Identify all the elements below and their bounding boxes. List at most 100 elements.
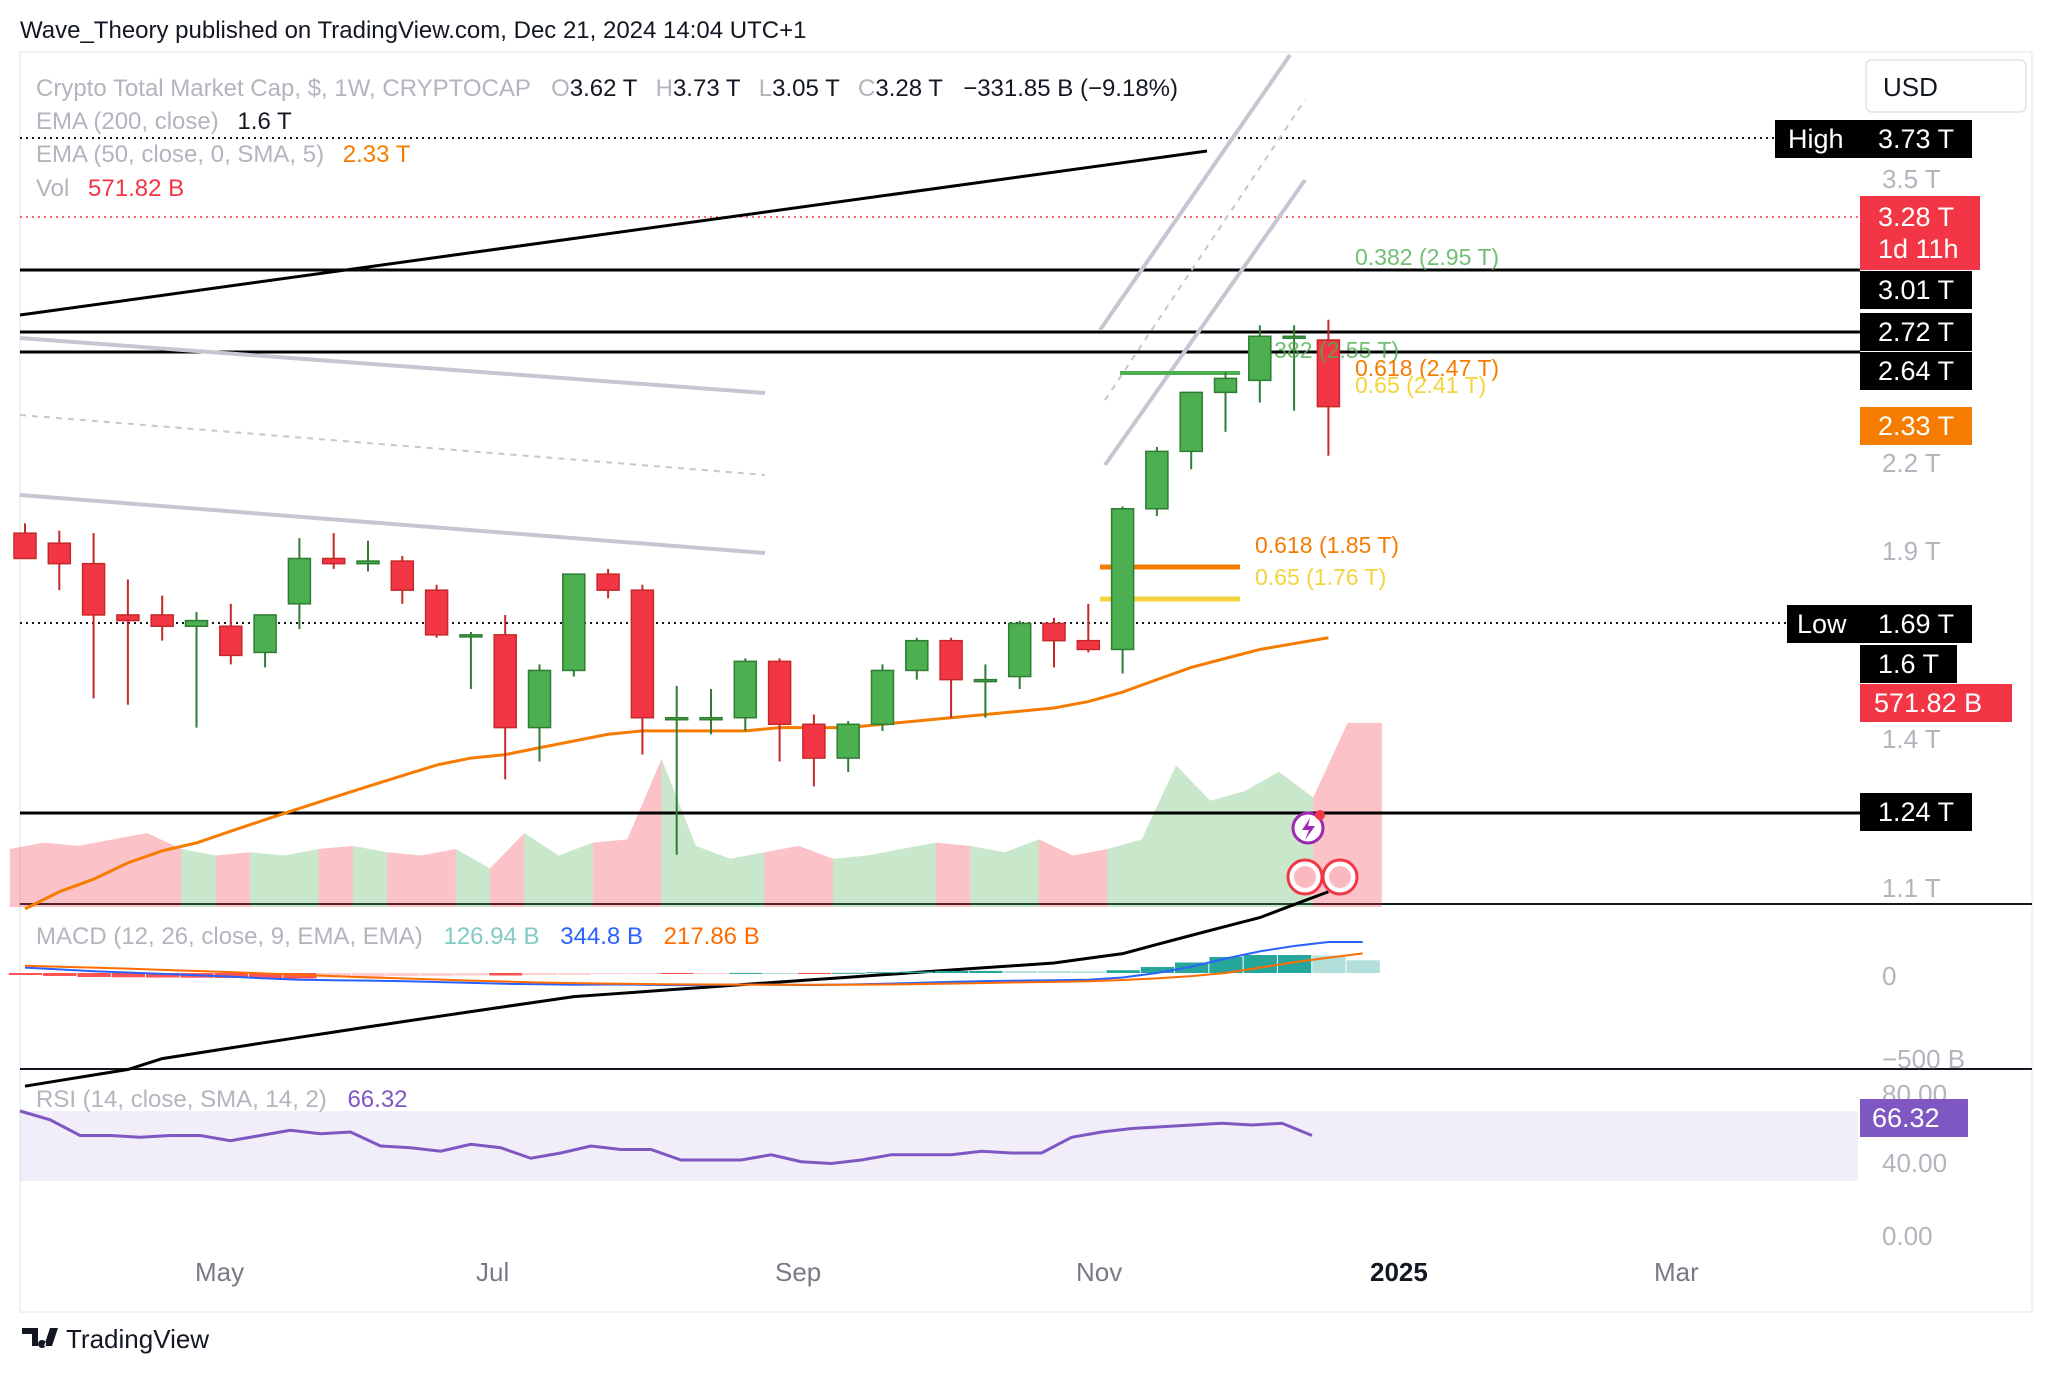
candle-down[interactable] [47, 542, 72, 565]
legend-open-label: O [551, 75, 570, 102]
macd-histogram-bar [248, 973, 283, 979]
rsi-legend-row[interactable]: RSI (14, close, SMA, 14, 2) 66.32 [36, 1086, 408, 1113]
candle-up[interactable] [184, 619, 209, 628]
candle-down[interactable] [1042, 622, 1066, 642]
level-tag-301[interactable] [1860, 271, 1972, 309]
candle-down[interactable] [767, 660, 792, 726]
candle-up[interactable] [1282, 335, 1306, 340]
candle-up[interactable] [459, 634, 483, 638]
candle-up[interactable] [1179, 391, 1203, 453]
candle-down[interactable] [1316, 339, 1341, 408]
us-flag-event-icon-2[interactable] [1321, 858, 1359, 896]
candle-up[interactable] [699, 716, 723, 721]
candle-down[interactable] [390, 560, 415, 591]
candle-up[interactable] [1213, 377, 1238, 394]
rising-channel-lower-line[interactable] [1103, 178, 1307, 467]
low-value-tag[interactable] [1860, 605, 1972, 643]
volume-tag[interactable] [1860, 684, 2012, 722]
rsi-tick-40: 40.00 [1882, 1148, 1947, 1178]
macd-histogram-bar [1072, 971, 1106, 973]
candle-up[interactable] [733, 660, 758, 719]
candle-down[interactable] [424, 589, 449, 636]
candle-down[interactable] [630, 589, 655, 719]
level-tag-264[interactable] [1860, 352, 1972, 390]
rising-channel-upper-line[interactable] [1098, 53, 1292, 332]
candle-up[interactable] [1145, 450, 1169, 510]
macd-histogram-bar [832, 972, 866, 974]
fib-label-065-241: 0.65 (2.41 T) [1355, 372, 1486, 398]
legend-ema50-row[interactable]: EMA (50, close, 0, SMA, 5) 2.33 T [36, 141, 411, 168]
volume-bar [44, 842, 79, 907]
level-tag-272[interactable] [1860, 313, 1972, 351]
candle-up[interactable] [973, 678, 998, 683]
ema200-line[interactable] [24, 890, 1329, 1088]
candle-down[interactable] [493, 634, 517, 729]
legend-ema200-row[interactable]: EMA (200, close) 1.6 T [36, 108, 292, 135]
tradingview-logo-text: TradingView [66, 1324, 209, 1354]
legend-volume-row[interactable]: Vol 571.82 B [36, 175, 184, 202]
candle-down[interactable] [150, 614, 174, 628]
rising-channel-mid-line [1104, 99, 1306, 401]
price-tick-35: 3.5 T [1882, 164, 1941, 194]
rsi-line[interactable] [19, 1109, 1313, 1166]
volume-bar [695, 845, 731, 907]
macd-histogram-bar [523, 973, 557, 975]
candle-down[interactable] [1076, 639, 1101, 651]
candle-up[interactable] [253, 614, 277, 654]
candle-down[interactable] [596, 573, 620, 591]
event-icons [1286, 810, 1359, 896]
candle-up[interactable] [870, 669, 895, 726]
time-axis[interactable]: May Jul Sep Nov 2025 Mar [195, 1257, 1699, 1287]
macd-histogram-bar [214, 973, 248, 978]
candle-down[interactable] [321, 557, 346, 565]
candle-up[interactable] [562, 573, 586, 672]
rsi-value-tag[interactable] [1860, 1099, 1968, 1137]
ema50-tag[interactable] [1860, 407, 1972, 445]
currency-button[interactable] [1865, 59, 2027, 113]
macd-histogram-bar [420, 973, 454, 976]
macd-histogram-bar [591, 973, 626, 974]
candle-down[interactable] [219, 625, 243, 657]
long-resistance-line[interactable] [19, 149, 1208, 317]
candle-down[interactable] [13, 532, 37, 560]
legend-change: −331.85 B (−9.18%) [963, 75, 1178, 102]
level-tag-124[interactable] [1860, 793, 1972, 831]
legend-vol-label: Vol [36, 175, 69, 202]
candle-up[interactable] [527, 669, 552, 729]
candle-up[interactable] [1007, 622, 1032, 678]
macd-legend-row[interactable]: MACD (12, 26, close, 9, EMA, EMA) 126.94… [36, 923, 760, 950]
candle-up[interactable] [905, 639, 929, 672]
candle-down[interactable] [939, 639, 963, 681]
footer-logo[interactable]: TradingView [22, 1324, 209, 1354]
candle-up[interactable] [356, 560, 380, 565]
level-tag-272-text: 2.72 T [1878, 317, 1954, 347]
candle-up[interactable] [1110, 508, 1135, 651]
volume-bar [1210, 791, 1245, 907]
legend-close-label: C [858, 75, 875, 102]
candle-down[interactable] [81, 562, 106, 616]
high-label-tag[interactable] [1775, 120, 1860, 158]
candle-up[interactable] [836, 723, 860, 759]
macd-hist-value: 126.94 B [443, 923, 539, 950]
low-label-tag[interactable] [1787, 605, 1860, 643]
high-value-tag[interactable] [1860, 120, 1972, 158]
fib-label-065-176: 0.65 (1.76 T) [1255, 564, 1386, 590]
ema200-tag[interactable] [1860, 645, 1957, 683]
volume-bar [215, 852, 250, 907]
chart-frame [19, 51, 2033, 1313]
macd-signal-line[interactable] [24, 952, 1363, 986]
channel-upper-line[interactable] [19, 336, 766, 395]
macd-histogram-bar [1312, 955, 1346, 973]
candle-down[interactable] [116, 614, 140, 622]
volume-bar [1038, 839, 1074, 907]
legend-symbol-row[interactable]: Crypto Total Market Cap, $, 1W, CRYPTOCA… [36, 75, 1178, 102]
candle-up[interactable] [1248, 335, 1272, 382]
candle-up[interactable] [287, 557, 312, 605]
price-tick-22: 2.2 T [1882, 448, 1941, 478]
ema50-tag-text: 2.33 T [1878, 411, 1954, 441]
candle-up[interactable] [664, 716, 689, 721]
channel-lower-line[interactable] [19, 493, 766, 555]
candle-down[interactable] [802, 723, 826, 759]
last-price-tag[interactable] [1860, 196, 1980, 270]
